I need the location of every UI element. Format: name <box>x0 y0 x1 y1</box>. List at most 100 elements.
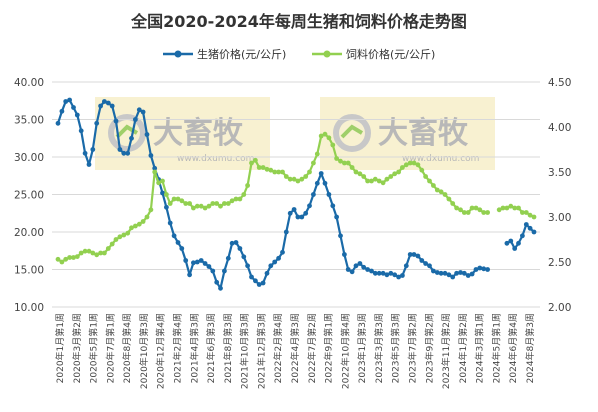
data-point <box>369 178 374 184</box>
data-point <box>303 174 309 179</box>
data-point <box>136 107 142 113</box>
left-tick-label: 40.00 <box>14 77 44 89</box>
right-tick-label: 2.00 <box>548 302 571 314</box>
data-point <box>307 203 312 209</box>
data-point <box>283 174 289 179</box>
data-point <box>229 240 235 246</box>
data-point <box>94 120 100 126</box>
data-point <box>136 221 142 227</box>
x-tick-label: 2021年8月第3周 <box>222 313 234 383</box>
data-point <box>485 210 490 215</box>
data-point <box>94 252 100 258</box>
left-tick-label: 25.00 <box>14 190 44 202</box>
left-tick-label: 35.00 <box>14 115 44 127</box>
right-tick-label: 3.50 <box>548 167 571 179</box>
data-point <box>400 273 405 278</box>
data-point <box>438 270 444 276</box>
data-point <box>520 210 525 215</box>
data-point <box>527 225 533 231</box>
data-point <box>419 258 425 263</box>
watermark-brand: 大畜牧 <box>378 116 469 151</box>
x-tick-label: 2023年11月第2周 <box>440 313 452 389</box>
data-point <box>415 162 421 168</box>
legend-pig-marker <box>174 50 182 58</box>
data-point <box>311 192 316 197</box>
data-point <box>330 142 336 148</box>
right-axis: 2.00 2.50 3.00 3.50 4.00 4.50 <box>548 77 571 314</box>
data-point <box>496 207 502 213</box>
data-point <box>253 157 258 163</box>
data-point <box>291 176 297 182</box>
data-point <box>198 203 204 209</box>
x-tick-label: 2023年1月第3周 <box>356 313 368 383</box>
data-point <box>109 103 115 109</box>
data-point <box>171 233 177 239</box>
data-point <box>508 203 514 209</box>
x-tick-label: 2020年3月第2周 <box>71 313 83 383</box>
data-point <box>434 270 440 275</box>
data-point <box>423 174 428 179</box>
data-point <box>365 178 370 184</box>
x-tick-label: 2023年7月第2周 <box>407 313 419 383</box>
data-point <box>311 160 316 166</box>
data-point <box>330 203 336 209</box>
x-tick-label: 2020年12月第4周 <box>155 313 167 389</box>
data-point <box>229 198 235 204</box>
legend: 生猪价格(元/公斤) 饲料价格(元/公斤) <box>163 47 435 61</box>
data-point <box>512 246 518 251</box>
data-point <box>504 205 510 211</box>
x-tick-label: 2024年8月第3周 <box>524 313 536 383</box>
x-tick-label: 2022年4月第3周 <box>289 313 301 383</box>
data-point <box>156 180 162 186</box>
data-point <box>152 165 158 171</box>
data-point <box>345 160 351 166</box>
data-point <box>508 238 514 244</box>
data-point <box>384 272 390 278</box>
data-point <box>102 250 107 256</box>
data-point <box>326 192 332 197</box>
data-point <box>454 205 459 211</box>
left-tick-label: 15.00 <box>14 265 44 277</box>
x-tick-label: 2022年9月第1周 <box>323 313 335 383</box>
data-point <box>256 165 262 170</box>
data-point <box>55 120 61 126</box>
data-point <box>403 162 409 168</box>
data-point <box>67 97 72 103</box>
data-point <box>241 254 247 260</box>
data-point <box>194 259 200 265</box>
data-point <box>326 135 332 141</box>
data-point <box>71 105 76 110</box>
watermark-logo-ring <box>333 114 371 152</box>
data-point <box>431 268 436 274</box>
data-point <box>450 274 456 280</box>
data-point <box>179 246 185 251</box>
data-point <box>415 253 421 259</box>
data-point <box>318 133 324 139</box>
watermark-url: www.dxumu.com <box>402 154 479 164</box>
watermark-background <box>95 97 270 170</box>
data-point <box>276 169 281 175</box>
data-point <box>322 131 328 137</box>
data-point <box>133 117 138 122</box>
data-point <box>481 210 487 215</box>
data-point <box>295 178 301 184</box>
legend-pig-label: 生猪价格(元/公斤) <box>197 47 286 61</box>
data-point <box>299 176 305 182</box>
data-point <box>214 279 220 285</box>
data-point <box>396 169 401 175</box>
data-point <box>63 256 69 262</box>
data-point <box>419 167 425 173</box>
data-point <box>206 264 212 269</box>
x-tick-label: 2021年4月第3周 <box>188 313 200 383</box>
data-point <box>376 270 382 276</box>
data-point <box>164 192 169 197</box>
watermark-logo-arrow <box>340 124 364 139</box>
data-point <box>55 256 61 262</box>
series-feed-price <box>55 131 537 265</box>
data-point <box>78 128 84 134</box>
data-point <box>283 229 289 235</box>
x-tick-label: 2024年3月第1周 <box>474 313 486 383</box>
data-point <box>237 196 243 202</box>
right-tick-label: 2.50 <box>548 257 571 269</box>
data-point <box>411 252 417 257</box>
